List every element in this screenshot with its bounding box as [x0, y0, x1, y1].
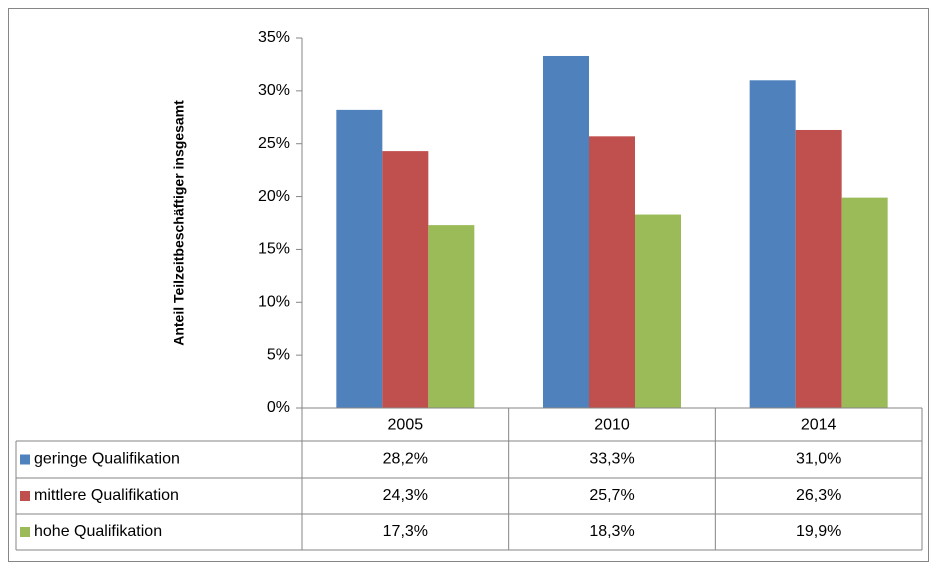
legend-key	[20, 527, 30, 537]
y-tick-label: 35%	[258, 29, 290, 46]
y-tick-label: 15%	[258, 241, 290, 258]
value-label: 19,9%	[796, 523, 841, 540]
bar	[336, 109, 383, 408]
value-label: 25,7%	[589, 487, 634, 504]
bar	[795, 129, 842, 408]
value-label: 28,2%	[383, 451, 428, 468]
legend-label: geringe Qualifikation	[34, 451, 180, 468]
bar	[635, 214, 681, 408]
legend-key	[20, 454, 30, 465]
bar	[428, 225, 475, 408]
value-label: 31,0%	[796, 451, 841, 468]
legend-label: mittlere Qualifikation	[34, 487, 179, 504]
y-tick-label: 5%	[267, 346, 290, 363]
bar	[841, 197, 888, 408]
y-tick-label: 10%	[258, 294, 290, 311]
legend-label: hohe Qualifikation	[34, 523, 162, 540]
value-label: 18,3%	[589, 523, 634, 540]
bar	[382, 151, 429, 408]
value-label: 24,3%	[383, 487, 428, 504]
bar	[749, 80, 796, 409]
y-tick-label: 20%	[258, 188, 290, 205]
y-tick-label: 25%	[258, 135, 290, 152]
y-tick-label: 0%	[267, 399, 290, 416]
x-tick-label: 2010	[594, 417, 630, 434]
value-label: 17,3%	[383, 523, 428, 540]
bar	[543, 55, 589, 408]
y-axis-title: Anteil Teilzeitbeschäftiger insgesamt	[171, 100, 187, 346]
y-tick-label: 30%	[258, 82, 290, 99]
x-tick-label: 2014	[801, 417, 837, 434]
bar	[589, 136, 635, 409]
value-label: 26,3%	[796, 487, 841, 504]
value-label: 33,3%	[589, 451, 634, 468]
x-tick-label: 2005	[388, 417, 424, 434]
legend-key	[20, 491, 30, 501]
